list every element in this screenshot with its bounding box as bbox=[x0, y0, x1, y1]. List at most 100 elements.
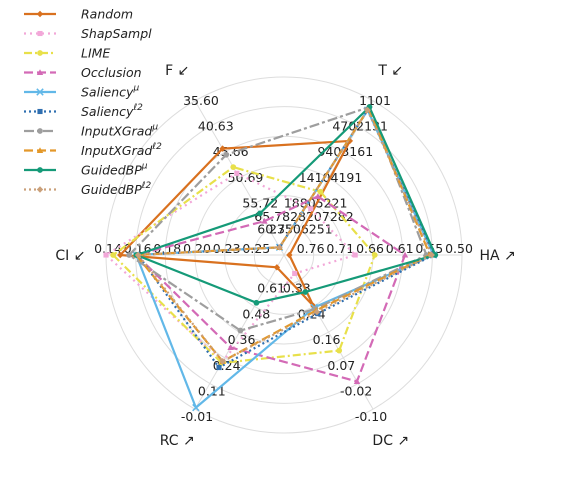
data-point bbox=[428, 251, 435, 259]
data-point bbox=[110, 252, 117, 258]
axis-label-f: F ↙ bbox=[165, 63, 189, 79]
data-point bbox=[313, 308, 321, 316]
data-point bbox=[286, 251, 293, 259]
legend-marker bbox=[36, 88, 44, 96]
legend-label-superscript: μ bbox=[151, 123, 158, 133]
data-point bbox=[117, 251, 124, 259]
data-point bbox=[216, 364, 222, 371]
legend-label: Saliencyμ bbox=[81, 84, 139, 100]
data-point bbox=[134, 251, 142, 259]
legend-marker bbox=[36, 10, 44, 18]
axis-label-t: T ↙ bbox=[377, 63, 403, 79]
legend-item: Saliencyμ bbox=[24, 84, 139, 100]
legend-label-text: InputXGrad bbox=[81, 124, 152, 139]
legend-label-text: GuidedBP bbox=[81, 163, 142, 178]
legend-label-text: GuidedBP bbox=[81, 182, 142, 197]
series-guidedbp-mu bbox=[133, 104, 439, 306]
legend-item: Occlusion bbox=[24, 65, 142, 80]
legend-label-text: Saliency bbox=[81, 85, 134, 100]
legend-label: Occlusion bbox=[81, 65, 142, 80]
legend-label: LIME bbox=[81, 46, 110, 61]
legend-label-text: LIME bbox=[81, 46, 110, 61]
data-point bbox=[227, 344, 234, 351]
legend-label-text: ShapSampl bbox=[81, 26, 152, 41]
axis-labels: T ↙ HA ↗ DC ↗ RC ↗ CI ↙ F ↙ bbox=[55, 63, 515, 449]
tick-label-ci: 0.23 bbox=[213, 241, 241, 256]
data-point bbox=[276, 244, 283, 251]
data-point bbox=[364, 106, 371, 114]
data-point bbox=[219, 145, 226, 152]
legend-marker bbox=[37, 30, 43, 37]
axis-label-rc: RC ↗ bbox=[160, 433, 195, 449]
tick-label-dc: 0.07 bbox=[327, 358, 355, 373]
series-guidedbp-l2 bbox=[134, 106, 435, 365]
data-point bbox=[103, 252, 109, 258]
data-point bbox=[126, 252, 133, 258]
legend-item: GuidedBPμ bbox=[24, 162, 148, 178]
legend-marker bbox=[37, 108, 43, 115]
axis-label-ci: CI ↙ bbox=[55, 248, 85, 264]
data-point bbox=[219, 358, 226, 365]
tick-label-t: 1101 bbox=[359, 93, 391, 108]
data-point bbox=[234, 170, 240, 176]
legend-item: InputXGradμ bbox=[24, 123, 158, 139]
tick-label-ci: 0.20 bbox=[183, 241, 211, 256]
tick-label-ha: 0.61 bbox=[386, 241, 414, 256]
legend-marker bbox=[36, 186, 44, 193]
tick-label-f: 55.72 bbox=[242, 196, 278, 211]
legend-marker bbox=[37, 128, 43, 134]
tick-label-ha: 0.76 bbox=[297, 241, 325, 256]
legend-label-superscript: μ bbox=[132, 84, 139, 94]
data-point bbox=[353, 378, 361, 384]
legend-label: Random bbox=[81, 7, 133, 22]
legend-item: LIME bbox=[24, 46, 110, 61]
legend-label-text: Occlusion bbox=[81, 65, 142, 80]
legend-label-superscript: ℓ2 bbox=[151, 142, 162, 152]
grid-spoke bbox=[194, 100, 285, 256]
legend-item: Random bbox=[24, 7, 133, 22]
center-tick-label: 65.7828207282 bbox=[254, 209, 353, 224]
legend-marker bbox=[36, 147, 44, 154]
data-point bbox=[223, 151, 230, 158]
axis-label-ha: HA ↗ bbox=[479, 248, 515, 264]
data-point bbox=[317, 188, 324, 195]
tick-label-dc: -0.02 bbox=[340, 383, 372, 398]
data-point bbox=[371, 252, 378, 258]
series-lines bbox=[103, 104, 439, 412]
tick-label-f: 35.60 bbox=[183, 93, 219, 108]
tick-label-ha: 0.50 bbox=[445, 241, 473, 256]
tick-label-ha: 0.71 bbox=[326, 241, 354, 256]
tick-label-rc: -0.01 bbox=[181, 409, 213, 424]
data-point bbox=[292, 270, 298, 277]
tick-label-rc: 0.61 bbox=[257, 281, 285, 296]
data-point bbox=[336, 347, 343, 354]
legend-label: GuidedBPℓ2 bbox=[81, 181, 151, 197]
data-point bbox=[352, 252, 358, 258]
data-point bbox=[230, 164, 237, 171]
data-point bbox=[432, 252, 439, 258]
data-point bbox=[237, 327, 244, 334]
legend-marker bbox=[37, 50, 43, 56]
legend-item: Saliencyℓ2 bbox=[24, 103, 143, 119]
legend-label-text: InputXGrad bbox=[81, 143, 152, 158]
legend-label: ShapSampl bbox=[81, 26, 152, 41]
legend-marker bbox=[36, 69, 44, 76]
legend-label-text: Saliency bbox=[81, 104, 134, 119]
legend-item: InputXGradℓ2 bbox=[24, 142, 162, 158]
tick-label-f: 60.75 bbox=[257, 221, 293, 236]
tick-label-rc: 0.36 bbox=[228, 332, 256, 347]
legend-label: InputXGradμ bbox=[81, 123, 158, 139]
series-random bbox=[117, 137, 354, 310]
data-point bbox=[314, 193, 322, 199]
tick-label-ci: 0.14 bbox=[94, 241, 122, 256]
data-point bbox=[401, 251, 409, 258]
legend-label-superscript: ℓ2 bbox=[141, 181, 152, 191]
tick-label-t: 23506251 bbox=[269, 221, 333, 236]
data-point bbox=[192, 403, 200, 412]
legend-label: InputXGradℓ2 bbox=[81, 142, 162, 158]
axis-label-dc: DC ↗ bbox=[372, 433, 409, 449]
data-point bbox=[253, 299, 260, 306]
legend: RandomShapSamplLIMEOcclusionSaliencyμSal… bbox=[24, 7, 162, 197]
tick-label-dc: -0.10 bbox=[355, 409, 387, 424]
